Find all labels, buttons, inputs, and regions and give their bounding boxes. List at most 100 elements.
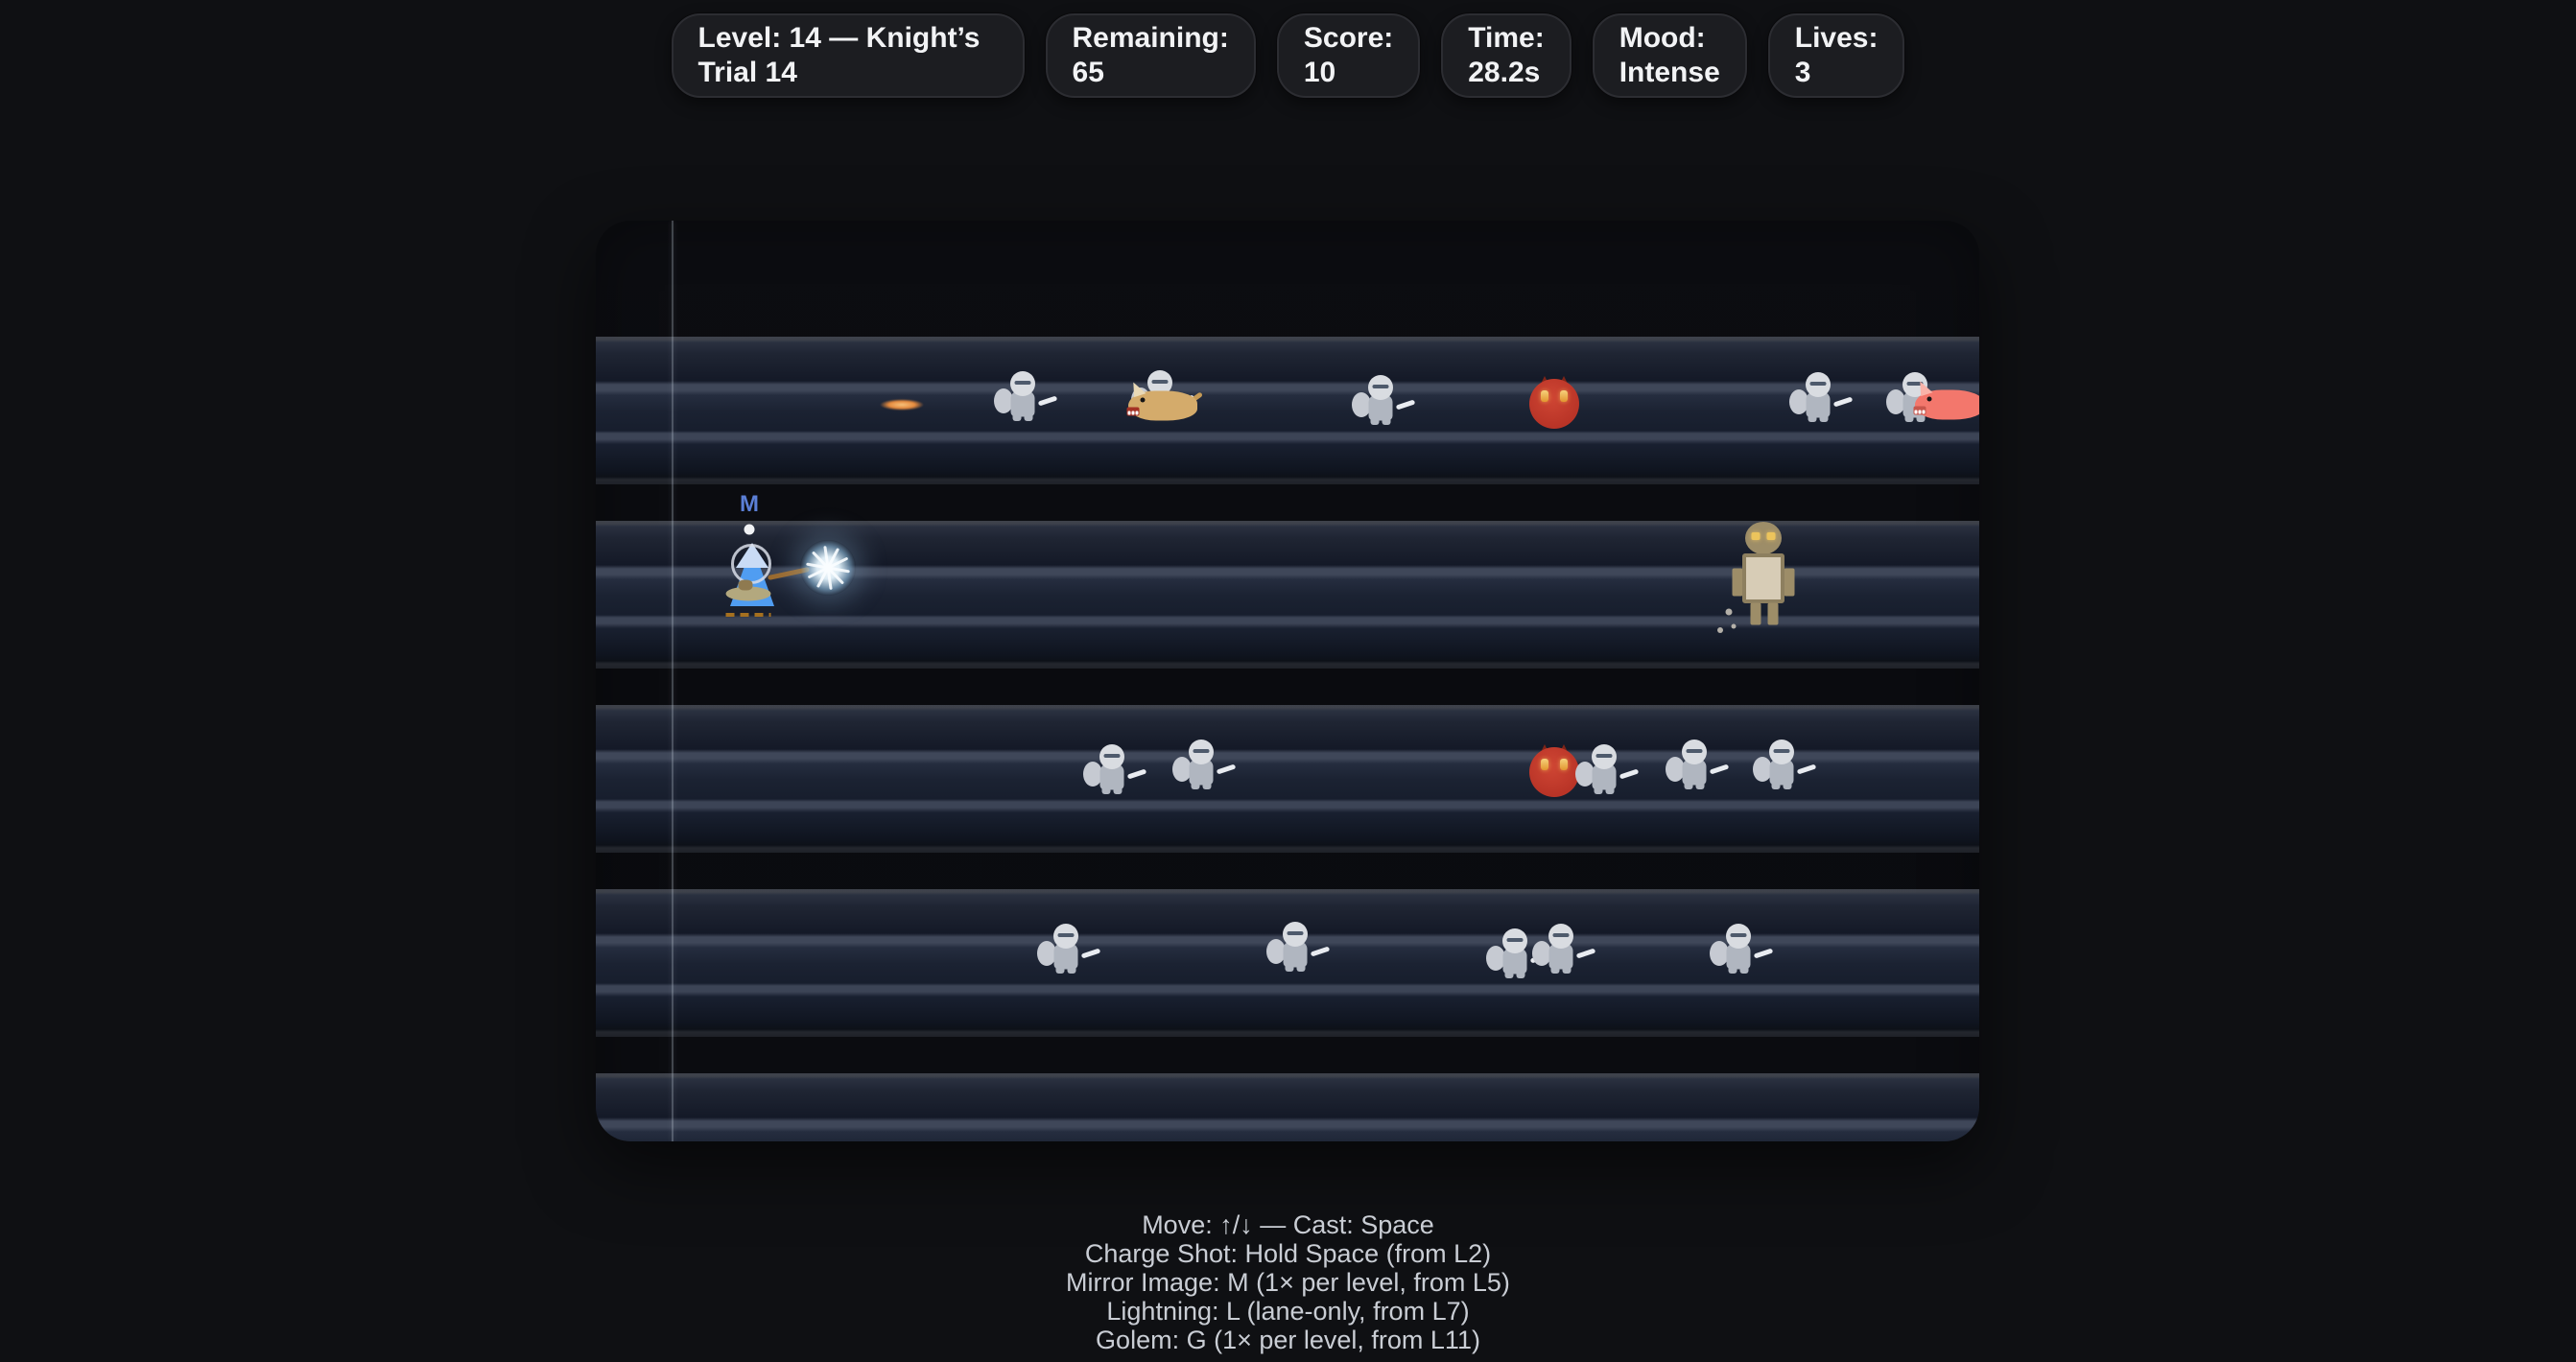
knight-foot xyxy=(1012,413,1022,421)
golem-leg xyxy=(1767,602,1779,625)
knight-visor xyxy=(1506,938,1524,942)
hud-pill-value: 65 xyxy=(1072,57,1104,88)
knight-foot xyxy=(1382,417,1391,425)
hud-pill-label: Lives: xyxy=(1794,22,1879,54)
golem-head xyxy=(1745,522,1782,554)
hud-pill-score: Score: 10 xyxy=(1276,13,1421,98)
knight-foot xyxy=(1067,966,1076,974)
controls-help-line: Lightning: L (lane-only, from L7) xyxy=(1106,1297,1470,1326)
demon-eye xyxy=(1541,759,1548,770)
knight-foot xyxy=(1296,964,1306,972)
hud-pill-label: Mood: xyxy=(1619,22,1706,54)
knight-foot xyxy=(1285,964,1294,972)
demon-eye xyxy=(1560,390,1568,402)
boar-body xyxy=(1128,390,1197,421)
knight-visor xyxy=(1103,754,1121,758)
demon-eye xyxy=(1560,759,1568,770)
golem-body xyxy=(1742,553,1784,603)
golem-dust xyxy=(1725,608,1733,616)
mirror-ready-label: M xyxy=(740,491,759,517)
hud-pill-level: Level: 14 — Knight’s Trial 14 xyxy=(671,13,1025,98)
boar-tooth xyxy=(1131,411,1135,415)
knight-foot xyxy=(1191,782,1200,789)
boar-tooth xyxy=(1135,411,1139,415)
cast-scanline xyxy=(672,221,674,1141)
knight-visor xyxy=(1014,381,1031,385)
hud-pill-label: Score: xyxy=(1303,22,1394,54)
hud-pill-lives: Lives: 3 xyxy=(1767,13,1905,98)
knight-foot xyxy=(1916,414,1926,422)
knight-foot xyxy=(1605,787,1615,794)
knight-visor xyxy=(1686,749,1703,753)
golem-dust xyxy=(1717,627,1723,633)
knight-shield-arm xyxy=(1666,757,1685,782)
knight-visor xyxy=(1730,933,1747,937)
knight-foot xyxy=(1684,782,1693,789)
golem-eye xyxy=(1766,532,1776,540)
knight-foot xyxy=(1202,782,1212,789)
knight-foot xyxy=(1728,966,1737,974)
knight-visor xyxy=(1809,382,1827,386)
game-canvas[interactable]: M xyxy=(596,221,1979,1141)
hud-pill-value: 28.2s xyxy=(1468,57,1541,88)
knight-foot xyxy=(1904,414,1914,422)
knight-visor xyxy=(1193,749,1210,753)
lane-track-5 xyxy=(596,1073,1979,1141)
knight-shield-arm xyxy=(1710,941,1729,966)
hud-pill-label: Remaining: xyxy=(1072,22,1229,54)
knight-foot xyxy=(1516,971,1525,978)
wizard-orb-dot xyxy=(744,524,755,535)
knight-foot xyxy=(1101,787,1111,794)
knight-foot xyxy=(1783,782,1792,789)
knight-shield-arm xyxy=(1532,941,1551,966)
wizard-shield-ring xyxy=(731,544,771,584)
knight-visor xyxy=(1906,382,1924,386)
knight-shield-arm xyxy=(1886,389,1905,414)
knight-shield-arm xyxy=(1172,757,1192,782)
knight-visor xyxy=(1057,933,1075,937)
knight-shield-arm xyxy=(1083,762,1102,787)
knight-shield-arm xyxy=(1753,757,1772,782)
golem-arm xyxy=(1784,568,1795,597)
controls-help-line: Move: ↑/↓ — Cast: Space xyxy=(1142,1210,1434,1239)
knight-visor xyxy=(1151,380,1169,384)
wizard-trail-dashes xyxy=(725,613,771,617)
boar-tooth xyxy=(1922,410,1926,414)
knight-foot xyxy=(1808,414,1817,422)
knight-shield-arm xyxy=(994,388,1013,413)
knight-visor xyxy=(1287,931,1304,935)
knight-foot xyxy=(1550,966,1560,974)
lane-track-3 xyxy=(596,705,1979,853)
wizard-hand xyxy=(738,579,753,591)
knight-foot xyxy=(1113,787,1123,794)
hud-pill-value: 10 xyxy=(1303,57,1336,88)
knight-foot xyxy=(1819,414,1829,422)
hud-bar: Level: 14 — Knight’s Trial 14 Remaining: 6… xyxy=(0,13,2576,98)
hud-pill-text: Level: 14 — Knight’s Trial 14 xyxy=(697,22,981,88)
knight-shield-arm xyxy=(1486,946,1505,971)
hud-pill-label: Time: xyxy=(1468,22,1545,54)
boar-body xyxy=(1915,389,1979,420)
lane-track-1 xyxy=(596,337,1979,484)
golem-dust xyxy=(1731,623,1737,629)
controls-help-line: Mirror Image: M (1× per level, from L5) xyxy=(1066,1268,1510,1297)
boar-mouth xyxy=(1126,407,1140,416)
hud-pill-value: Intense xyxy=(1619,57,1720,88)
boar-eye xyxy=(1926,396,1932,402)
boar-eye xyxy=(1140,397,1146,403)
knight-foot xyxy=(1695,782,1705,789)
hud-pill-remaining: Remaining: 65 xyxy=(1045,13,1256,98)
knight-foot xyxy=(1562,966,1572,974)
knight-shield-arm xyxy=(1575,762,1595,787)
hud-pill-time: Time: 28.2s xyxy=(1441,13,1572,98)
demon-body xyxy=(1529,379,1579,429)
demon-eye xyxy=(1541,390,1548,402)
knight-visor xyxy=(1773,749,1790,753)
knight-shield-arm xyxy=(1352,392,1371,417)
golem-leg xyxy=(1750,602,1761,625)
knight-shield-arm xyxy=(1037,941,1056,966)
controls-help: Move: ↑/↓ — Cast: Space Charge Shot: Hold… xyxy=(0,1210,2576,1354)
knight-visor xyxy=(1372,385,1389,388)
knight-shield-arm xyxy=(1789,389,1808,414)
